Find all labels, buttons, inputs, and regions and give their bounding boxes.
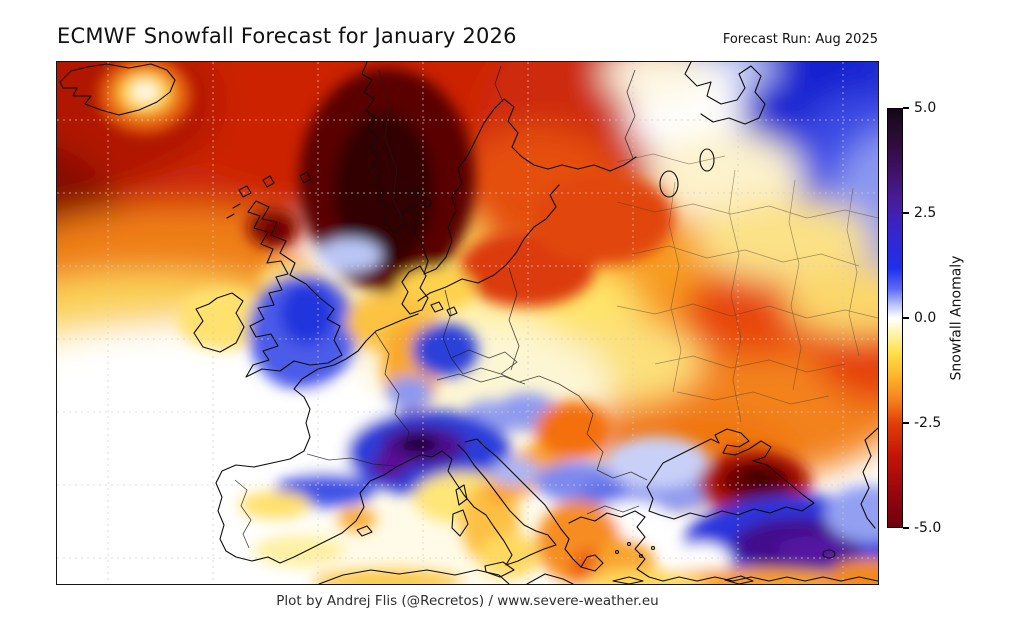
tick-label: -5.0 [914,520,942,536]
anomaly-map [57,62,878,584]
anomaly-field [57,62,878,584]
coastlines [59,62,878,584]
tick-mark [903,212,909,214]
colorbar-tick: 5.0 [903,100,936,116]
tick-label: -2.5 [914,415,942,431]
tick-label: 5.0 [914,100,937,116]
colorbar-tick: -5.0 [903,520,941,536]
tick-mark [903,317,909,319]
colorbar-tick: -2.5 [903,415,941,431]
colorbar-gradient [887,108,903,528]
map-canvas [56,61,879,585]
tick-label: 2.5 [914,205,937,221]
tick-label: 0.0 [914,310,937,326]
graticule [57,62,878,584]
page-title: ECMWF Snowfall Forecast for January 2026 [57,24,517,48]
colorbar-tick: 2.5 [903,205,936,221]
credit-footer: Plot by Andrej Flis (@Recretos) / www.se… [276,593,659,609]
country-borders [234,65,648,549]
colorbar-axis-label: Snowfall Anomaly [948,255,965,381]
tick-mark [903,107,909,109]
colorbar-ticks: 5.0 2.5 0.0 -2.5 -5.0 [903,100,963,536]
tick-mark [903,527,909,529]
forecast-run-label: Forecast Run: Aug 2025 [722,32,878,47]
tick-mark [903,422,909,424]
colorbar-tick: 0.0 [903,310,936,326]
